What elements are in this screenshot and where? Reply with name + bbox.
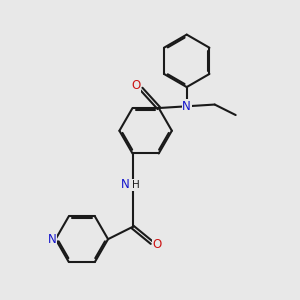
- Text: N: N: [48, 233, 56, 246]
- Text: O: O: [131, 79, 141, 92]
- Text: H: H: [132, 180, 140, 190]
- Text: O: O: [152, 238, 162, 251]
- Text: N: N: [121, 178, 130, 191]
- Text: N: N: [182, 100, 191, 113]
